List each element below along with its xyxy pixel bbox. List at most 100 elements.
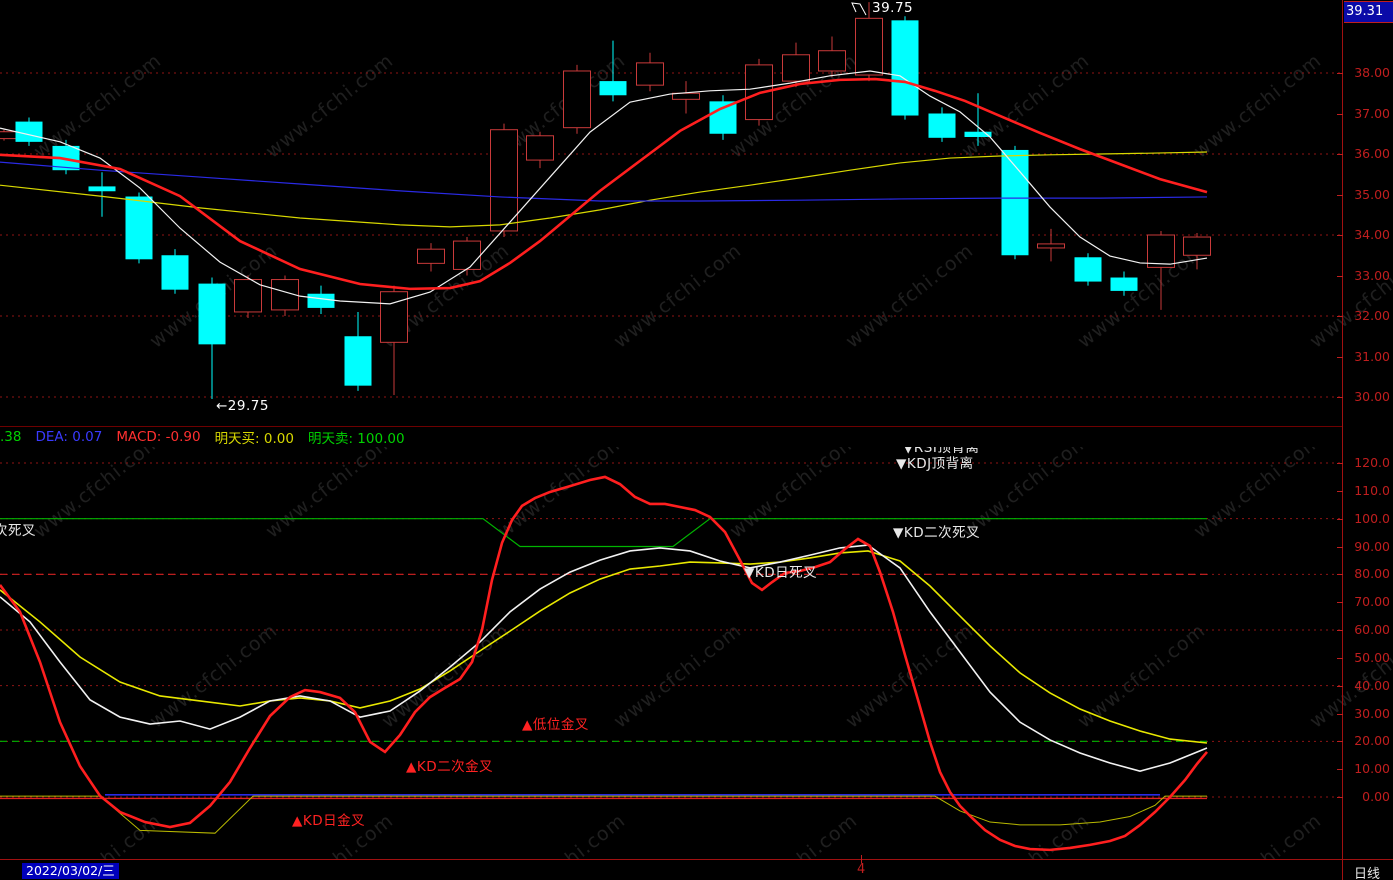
kdj-indicator-canvas[interactable] xyxy=(0,447,1342,860)
price-axis-label: 30.00 xyxy=(1354,389,1390,404)
month-tick-mark xyxy=(861,855,862,863)
candle-body xyxy=(1074,257,1102,282)
axis-tick xyxy=(1337,518,1343,520)
current-price-box: 39.31 xyxy=(1344,1,1393,23)
ma-yellow xyxy=(0,151,1208,228)
axis-tick xyxy=(1337,463,1343,464)
price-axis-label: 80.00 xyxy=(1354,566,1390,582)
axis-tick xyxy=(1337,769,1343,771)
candle-body xyxy=(417,248,445,264)
price-axis-label: 30.00 xyxy=(1354,705,1390,721)
price-axis-label: 100.0 xyxy=(1354,510,1390,526)
buy-line-yellow xyxy=(0,795,1207,834)
axis-tick xyxy=(1337,546,1343,548)
axis-tick xyxy=(1337,713,1343,715)
candle-body xyxy=(672,92,700,100)
candle-body xyxy=(1001,149,1029,256)
ma-white xyxy=(0,70,1208,305)
candle-body xyxy=(636,62,664,86)
axis-tick xyxy=(1337,73,1343,74)
candle-body xyxy=(453,240,481,270)
dea-value: DEA: 0.07 xyxy=(35,429,103,445)
candle-body xyxy=(928,113,956,138)
j-line-red xyxy=(0,475,1208,852)
macd-value: MACD: -0.90 xyxy=(116,429,201,445)
price-axis-label: 36.00 xyxy=(1354,146,1390,161)
axis-tick xyxy=(1337,275,1343,277)
high-label-arrow xyxy=(851,2,867,16)
month-tick-label: 4 xyxy=(857,862,866,877)
candle-body xyxy=(15,121,43,142)
ma-blue xyxy=(0,161,1208,202)
candle-body xyxy=(891,20,919,116)
price-axis-label: 40.00 xyxy=(1354,677,1390,693)
candle-body xyxy=(1037,243,1065,249)
candle-body xyxy=(855,17,883,76)
candle-body xyxy=(782,54,810,82)
candle-body xyxy=(344,336,372,386)
indicator-header: .38 DEA: 0.07 MACD: -0.90 明天买: 0.00 明天卖: 100… xyxy=(0,426,1342,447)
axis-tick xyxy=(1337,356,1343,358)
axis-tick xyxy=(1337,741,1343,743)
price-axis-label: 33.00 xyxy=(1354,267,1390,283)
axis-line-segment xyxy=(1342,860,1343,880)
tomorrow-buy-value: 明天买: 0.00 xyxy=(214,431,294,447)
axis-tick xyxy=(1337,685,1343,687)
price-axis-label: 120.0 xyxy=(1354,455,1390,470)
axis-tick xyxy=(1337,490,1343,492)
price-axis-label: 31.00 xyxy=(1354,348,1390,364)
price-axis-label: 110.0 xyxy=(1354,482,1390,498)
candle-body xyxy=(818,50,846,72)
candle-body xyxy=(161,255,189,290)
price-axis-label: 20.00 xyxy=(1354,733,1390,749)
d-line-yellow xyxy=(0,550,1208,744)
axis-tick xyxy=(1337,602,1343,604)
axis-tick xyxy=(1337,154,1343,155)
price-axis-label: 70.00 xyxy=(1354,594,1390,610)
price-axis-label: 35.00 xyxy=(1354,186,1390,202)
axis-tick xyxy=(1337,657,1343,659)
candle-body xyxy=(88,186,116,192)
axis-tick xyxy=(1337,194,1343,196)
price-axis-label: 37.00 xyxy=(1354,105,1390,121)
candle-body xyxy=(198,283,226,345)
axis-tick xyxy=(1337,397,1343,398)
candle-body xyxy=(1110,277,1138,291)
candle-body xyxy=(1183,236,1211,256)
dif-value: .38 xyxy=(0,429,22,445)
candle-body xyxy=(526,135,554,161)
price-axis-label: 38.00 xyxy=(1354,65,1390,80)
price-axis-label: 50.00 xyxy=(1354,649,1390,665)
candle-body xyxy=(1147,234,1175,268)
axis-tick xyxy=(1337,574,1343,576)
axis-tick xyxy=(1337,797,1343,798)
price-axis-label: 60.00 xyxy=(1354,622,1390,637)
status-bar: 2022/03/02/三 4 日线 xyxy=(0,855,1393,880)
price-axis-label: 0.00 xyxy=(1362,789,1390,804)
candle-body xyxy=(234,279,262,313)
candlestick-chart-canvas[interactable] xyxy=(0,0,1342,427)
candle-body xyxy=(563,70,591,129)
candle-body xyxy=(709,101,737,134)
axis-tick xyxy=(1337,316,1343,317)
tomorrow-sell-value: 明天卖: 100.00 xyxy=(307,431,405,447)
candle-body xyxy=(307,293,335,308)
k-line-white xyxy=(0,544,1208,772)
price-axis-label: 10.00 xyxy=(1354,761,1390,777)
price-axis-label: 32.00 xyxy=(1354,308,1390,323)
axis-tick xyxy=(1337,113,1343,115)
price-axis-label: 90.00 xyxy=(1354,538,1390,554)
candle-body xyxy=(490,129,518,232)
axis-tick xyxy=(1337,630,1343,631)
axis-tick xyxy=(1337,235,1343,236)
candle-body xyxy=(964,131,992,137)
ma-cost-red xyxy=(0,77,1208,291)
candle-body xyxy=(599,81,627,96)
candle-body xyxy=(0,131,18,140)
price-axis: 39.31 38.00 37.00 36.00 35.00 34.00 33.00 32.0… xyxy=(1337,0,1393,880)
price-axis-label: 34.00 xyxy=(1354,227,1390,242)
period-selector[interactable]: 日线 xyxy=(1354,867,1381,880)
candle-body xyxy=(125,196,153,260)
date-display: 2022/03/02/三 xyxy=(22,863,119,879)
